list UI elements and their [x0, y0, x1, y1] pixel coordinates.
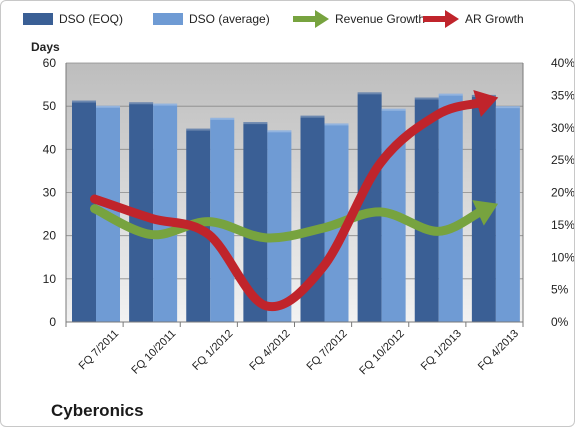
legend: DSO (EOQ) DSO (average) Revenue Growth AR G… — [23, 10, 524, 28]
revenue-growth-arrowhead — [472, 200, 499, 226]
x-tick-label: FQ 7/2012 — [305, 328, 350, 373]
bar-highlight — [381, 108, 406, 111]
legend-label: AR Growth — [465, 12, 524, 26]
y2-tick-label: 20% — [551, 186, 574, 200]
x-tick-label: FQ 1/2013 — [419, 328, 464, 373]
y2-tick-label: 25% — [551, 153, 574, 167]
legend-swatch — [153, 13, 183, 25]
bar-dso-average — [438, 93, 463, 322]
legend-label: DSO (EOQ) — [59, 12, 123, 26]
bar-highlight — [96, 105, 120, 108]
bar-dso-average — [153, 103, 178, 323]
y2-tick-label: 10% — [551, 250, 574, 264]
bar-highlight — [324, 123, 349, 126]
legend-swatch — [293, 10, 329, 28]
y2-tick-label: 35% — [551, 88, 574, 102]
x-tick-label: FQ 10/2012 — [357, 328, 407, 378]
bar-highlight — [153, 103, 178, 106]
bar-dso-average — [267, 130, 292, 322]
bar-dso-average — [495, 106, 520, 323]
bar-highlight — [243, 122, 268, 125]
x-tick-label: FQ 7/2011 — [77, 328, 122, 373]
bar-highlight — [300, 115, 325, 118]
y-tick-label: 20 — [43, 229, 57, 243]
x-tick-label: FQ 10/2011 — [129, 328, 178, 377]
axes — [65, 63, 524, 327]
bar-highlight — [267, 130, 292, 133]
y2-tick-label: 30% — [551, 121, 574, 135]
x-tick-label: FQ 1/2012 — [190, 328, 235, 373]
y2-tick-label: 5% — [551, 283, 569, 297]
legend-label: Revenue Growth — [335, 12, 425, 26]
ar-growth-line — [90, 98, 484, 312]
y2-tick-label: 0% — [551, 315, 569, 329]
x-tick-label: FQ 4/2013 — [476, 328, 521, 373]
y-axis-title: Days — [31, 40, 60, 54]
bar-highlight — [186, 128, 211, 131]
bar-dso-eoq — [357, 92, 382, 322]
ar-growth-arrowhead — [473, 90, 499, 117]
brand-label: Cyberonics — [51, 401, 144, 420]
y2-tick-label: 15% — [551, 218, 574, 232]
bar-dso-eoq — [414, 97, 439, 323]
bar-highlight — [414, 97, 439, 100]
y-tick-label: 60 — [43, 56, 57, 70]
bar-highlight — [357, 92, 382, 95]
y-tick-label: 40 — [43, 142, 57, 156]
bar-highlight — [129, 102, 154, 105]
legend-label: DSO (average) — [189, 12, 270, 26]
x-tick-label: FQ 4/2012 — [247, 328, 292, 373]
legend-swatch — [423, 10, 459, 28]
bar-highlight — [438, 93, 463, 96]
y-tick-label: 50 — [43, 99, 57, 113]
y2-tick-label: 40% — [551, 56, 574, 70]
bar-highlight — [495, 106, 520, 109]
bar-highlight — [210, 117, 235, 120]
legend-swatch — [23, 13, 53, 25]
y-tick-label: 10 — [43, 272, 57, 286]
y-tick-label: 30 — [43, 186, 57, 200]
bar-highlight — [72, 100, 96, 103]
series-lines — [90, 90, 499, 312]
revenue-growth-line — [90, 204, 485, 243]
y-tick-label: 0 — [49, 315, 56, 329]
